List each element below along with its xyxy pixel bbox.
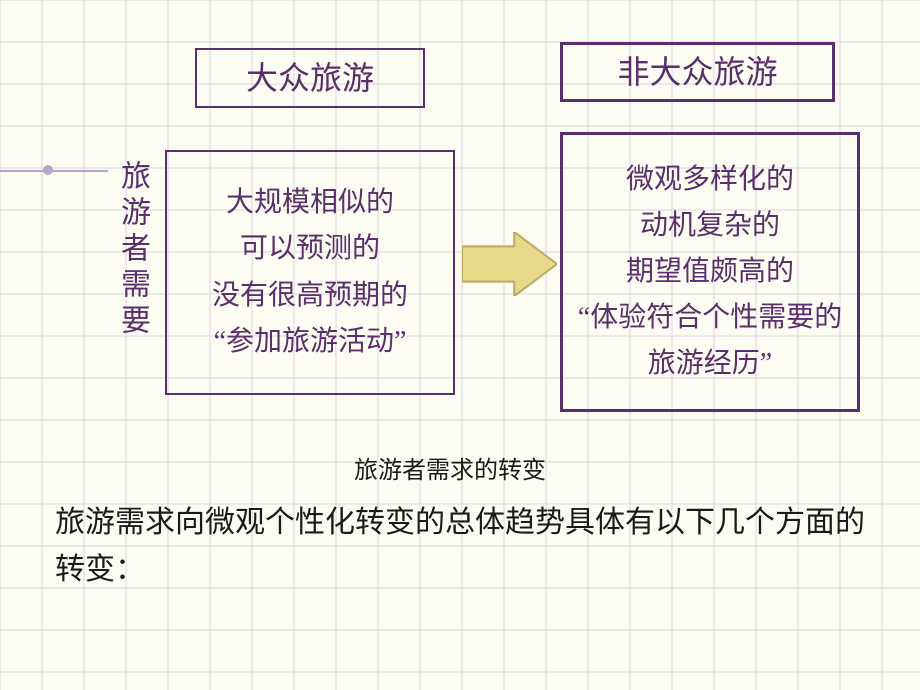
header-right-text: 非大众旅游 bbox=[617, 50, 777, 95]
body-line: 没有很高预期的 bbox=[212, 273, 408, 319]
body-line: 期望值颇高的 bbox=[626, 249, 794, 295]
divider-line bbox=[0, 170, 108, 172]
header-box-mass-tourism: 大众旅游 bbox=[195, 48, 425, 108]
slide-content: 大众旅游 非大众旅游 旅游者需要 大规模相似的可以预测的没有很高预期的“参加旅游… bbox=[0, 0, 920, 690]
body-line: 动机复杂的 bbox=[640, 203, 780, 249]
divider-dot bbox=[43, 165, 53, 175]
header-left-text: 大众旅游 bbox=[246, 56, 374, 101]
body-box-left: 大规模相似的可以预测的没有很高预期的“参加旅游活动” bbox=[165, 150, 455, 395]
body-line: 可以预测的 bbox=[240, 226, 380, 272]
caption-text: 旅游者需求的转变 bbox=[300, 450, 600, 485]
body-line: “体验符合个性需要的旅游经历” bbox=[567, 295, 853, 387]
body-line: 大规模相似的 bbox=[226, 180, 394, 226]
body-box-right: 微观多样化的动机复杂的期望值颇高的“体验符合个性需要的旅游经历” bbox=[560, 132, 860, 412]
vertical-label-tourist-needs: 旅游者需要 bbox=[110, 160, 154, 340]
body-line: “参加旅游活动” bbox=[214, 319, 407, 365]
body-line: 微观多样化的 bbox=[626, 157, 794, 203]
header-box-non-mass-tourism: 非大众旅游 bbox=[560, 42, 835, 102]
arrow-icon bbox=[462, 232, 557, 296]
paragraph-text: 旅游需求向微观个性化转变的总体趋势具体有以下几个方面的转变： bbox=[55, 500, 875, 593]
